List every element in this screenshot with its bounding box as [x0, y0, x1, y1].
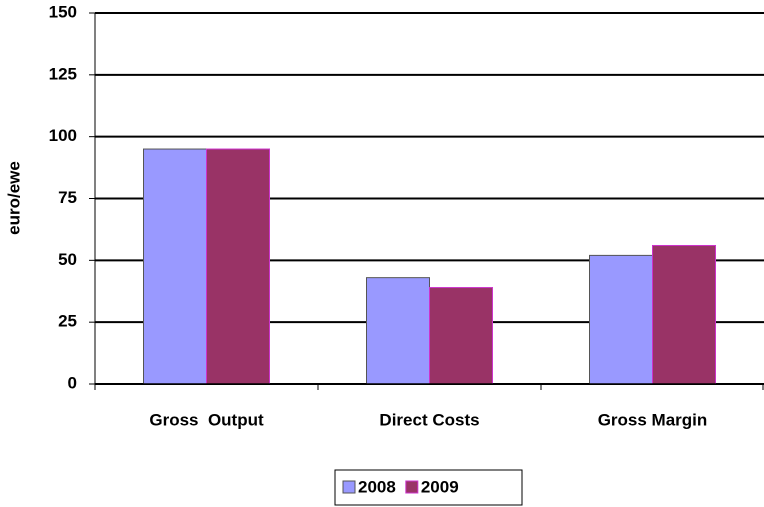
x-tick-label: Direct Costs — [379, 410, 479, 429]
y-tick-label: 25 — [58, 312, 77, 331]
y-tick-label: 0 — [68, 373, 77, 392]
bar — [429, 287, 493, 385]
y-tick-label: 50 — [58, 250, 77, 269]
y-axis-label: euro/ewe — [4, 161, 23, 235]
y-tick-label: 150 — [49, 2, 77, 21]
legend-swatch — [342, 480, 356, 494]
bar — [589, 254, 653, 385]
bar — [143, 148, 207, 385]
bar — [366, 277, 430, 385]
bar — [652, 244, 716, 385]
y-tick-label: 75 — [58, 188, 77, 207]
legend-swatch — [405, 480, 419, 494]
legend-box — [334, 469, 523, 506]
y-tick-label: 125 — [49, 64, 77, 83]
legend-label: 2008 — [358, 477, 396, 496]
x-tick-label: Gross Margin — [598, 410, 708, 429]
legend-label: 2009 — [421, 477, 459, 496]
y-tick-label: 100 — [49, 126, 77, 145]
bar — [206, 148, 270, 385]
x-tick-label: Gross Output — [149, 410, 264, 429]
